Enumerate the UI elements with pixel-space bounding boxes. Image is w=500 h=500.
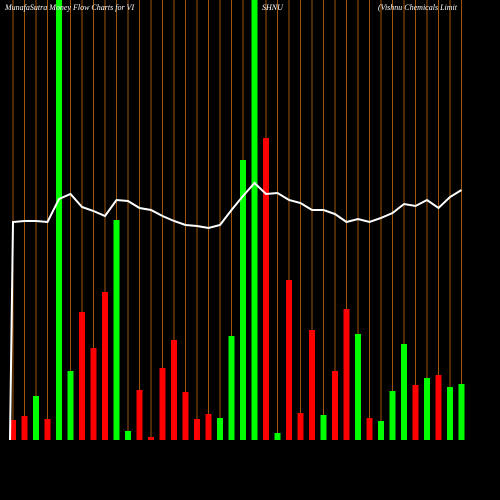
bar	[113, 220, 120, 440]
bar	[136, 390, 143, 440]
bar	[251, 0, 258, 440]
bar	[286, 280, 292, 440]
bar	[102, 292, 108, 440]
bar	[389, 391, 396, 440]
bar	[366, 418, 373, 440]
bar	[320, 415, 327, 440]
bar	[309, 330, 315, 440]
bar	[343, 309, 350, 440]
bar	[435, 375, 442, 440]
bar	[228, 336, 235, 440]
bar	[90, 348, 97, 440]
bar	[171, 340, 177, 440]
bar	[424, 378, 430, 440]
bar	[33, 396, 39, 440]
bar	[240, 160, 246, 440]
bar	[56, 0, 62, 440]
money-flow-line	[9, 181, 463, 441]
bar	[44, 419, 51, 440]
bar	[182, 392, 189, 440]
bar	[125, 431, 131, 440]
bar	[194, 419, 200, 440]
bar	[332, 371, 338, 440]
bar	[67, 371, 74, 440]
bar	[10, 420, 16, 440]
bar	[148, 437, 154, 440]
bar	[79, 312, 85, 440]
chart-title: MunafaSutra Money Flow Charts for VI	[4, 3, 134, 12]
bar	[412, 385, 419, 440]
bar	[401, 344, 407, 440]
bar	[274, 433, 281, 440]
bar	[378, 421, 384, 440]
bar	[458, 384, 465, 440]
bar	[297, 413, 304, 440]
bar	[159, 368, 166, 440]
chart-title: SHNU	[262, 3, 284, 12]
bar	[355, 334, 361, 440]
chart-title: (Vishnu Chemicals Limit	[378, 3, 458, 12]
bar	[263, 138, 269, 440]
bar	[217, 418, 223, 440]
bar	[205, 414, 212, 440]
bar	[447, 387, 453, 440]
bar	[21, 416, 28, 440]
plot	[9, 0, 465, 441]
